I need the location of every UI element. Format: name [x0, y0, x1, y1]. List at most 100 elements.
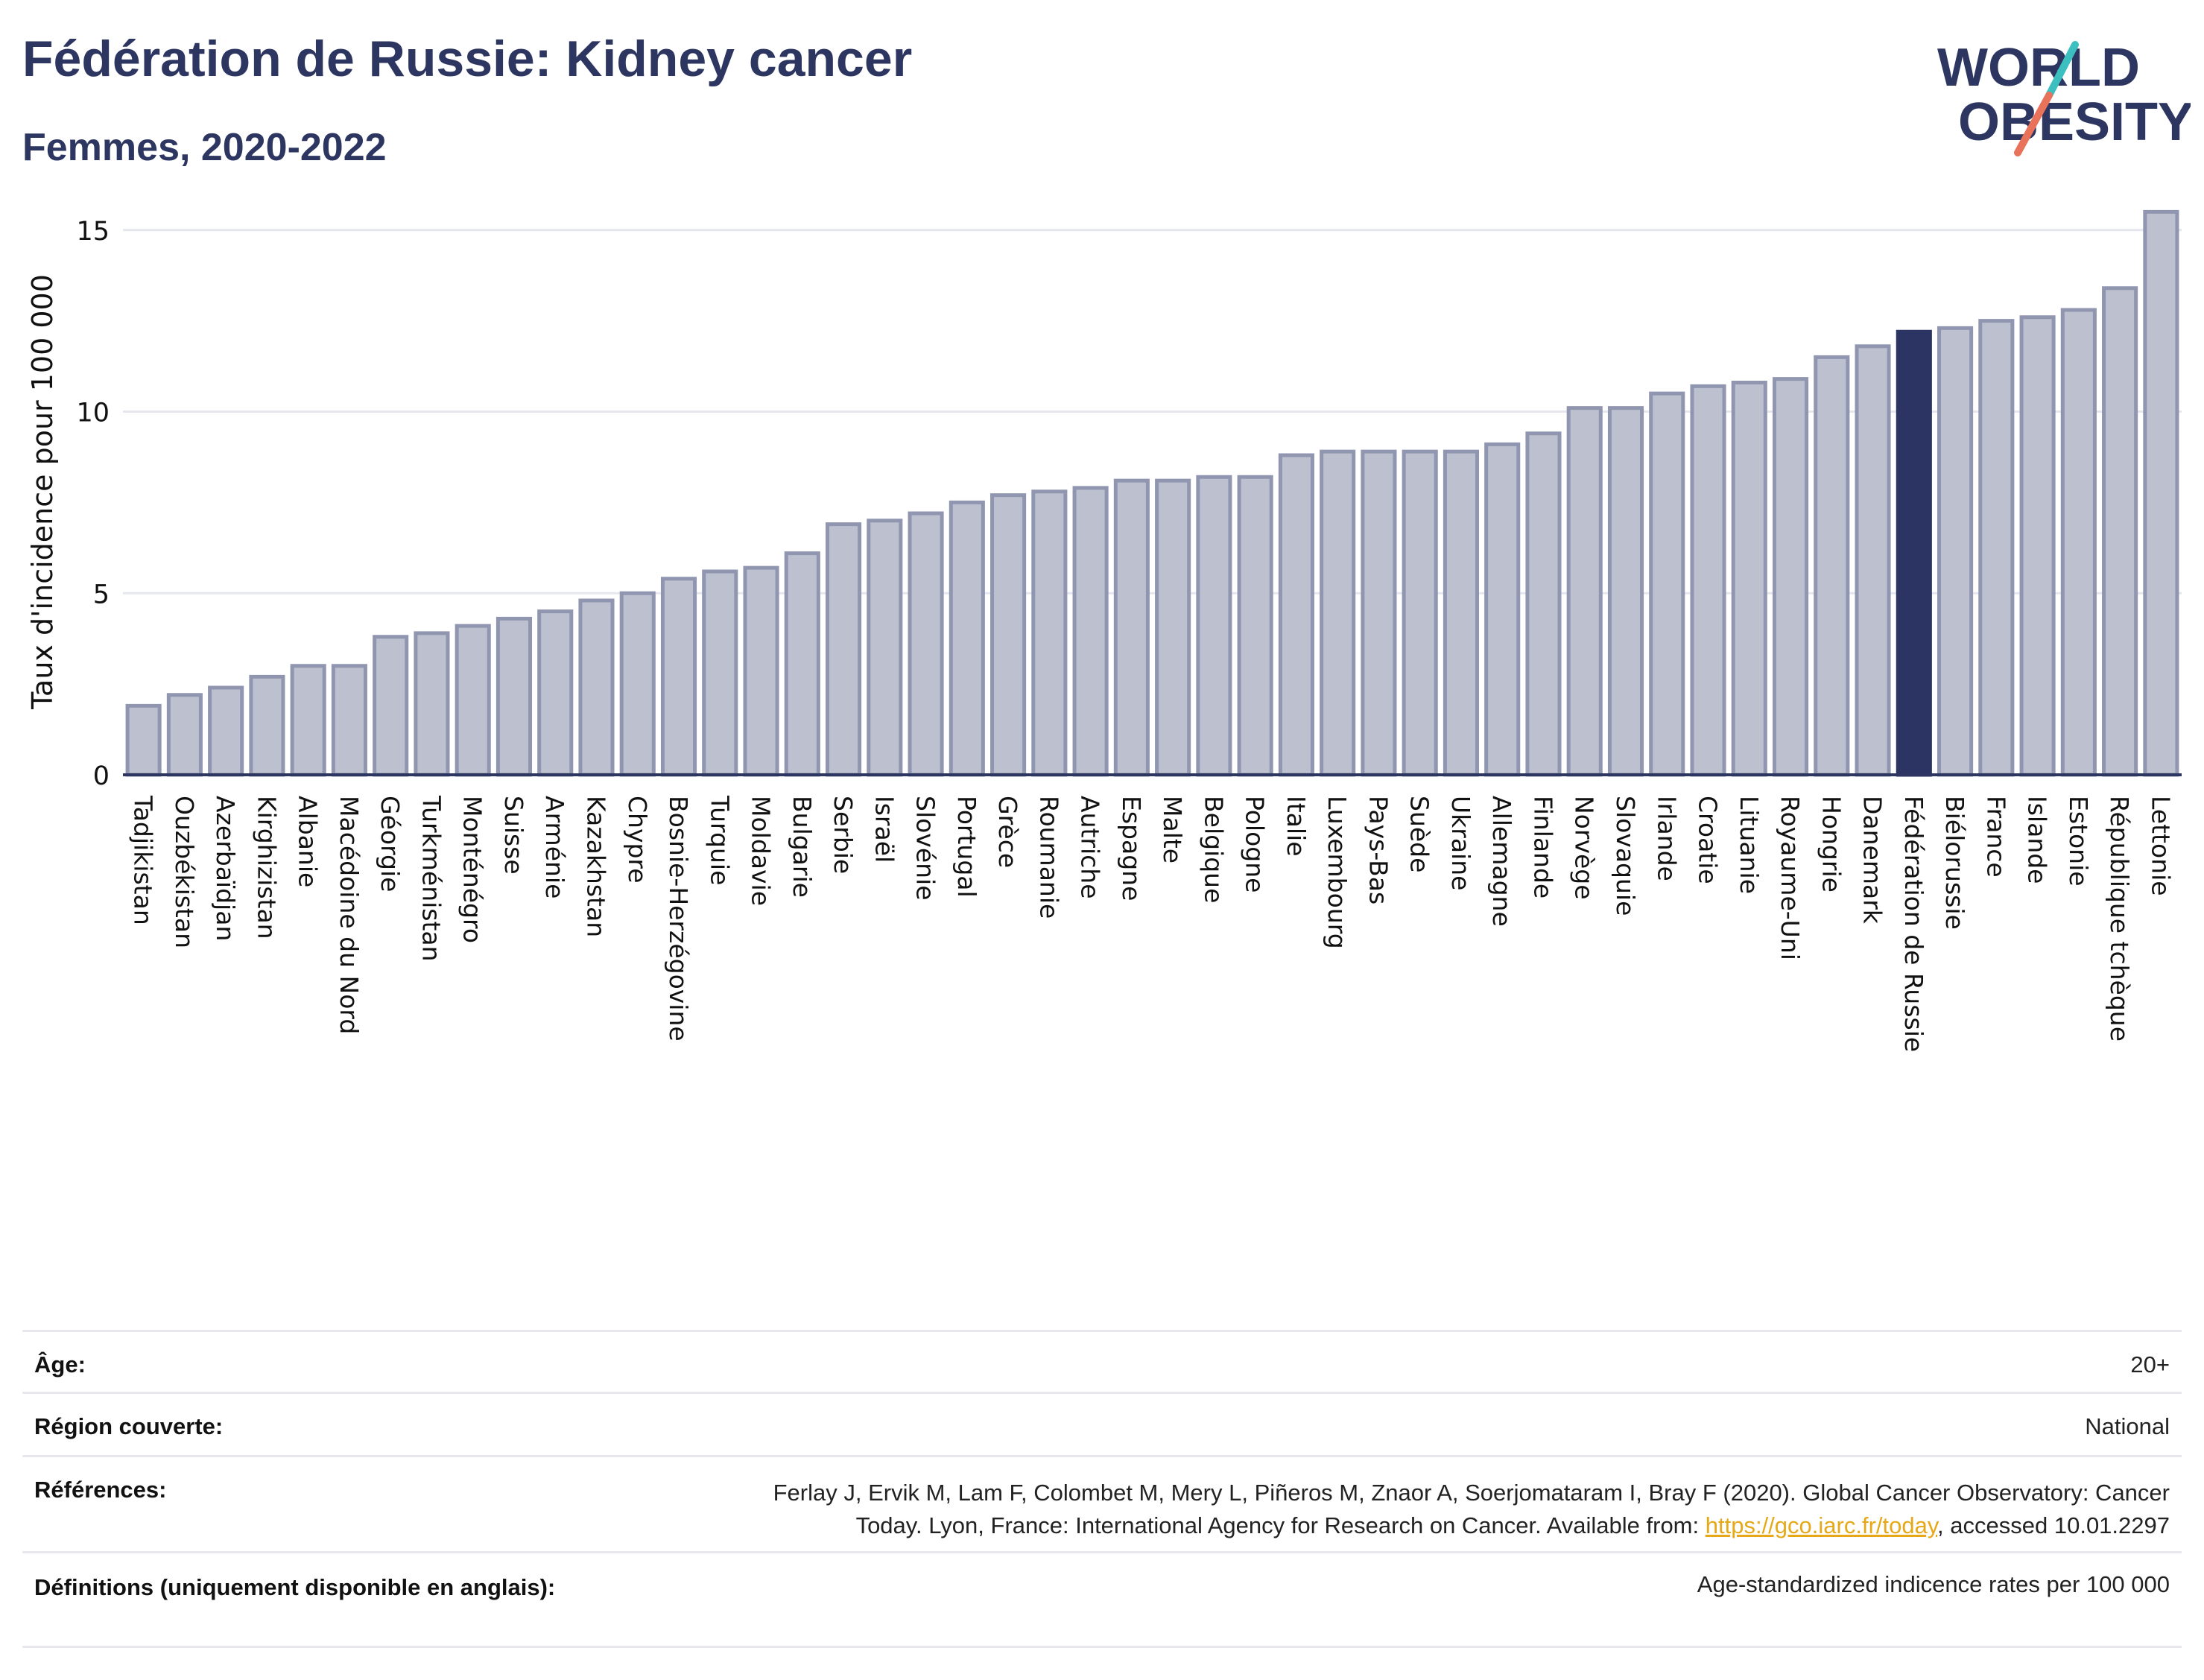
- bar: [1772, 377, 1809, 777]
- x-tick-label: Arménie: [540, 796, 569, 898]
- bar: [1320, 449, 1356, 777]
- y-tick-label: 0: [93, 761, 110, 791]
- references-line-2-post: , accessed 10.01.2297: [1937, 1512, 2170, 1538]
- world-obesity-logo: WORLD OBESITY: [1937, 38, 2191, 156]
- x-tick-label: Hongrie: [1817, 796, 1846, 893]
- meta-label-region: Région couverte:: [34, 1413, 224, 1439]
- bar: [949, 500, 985, 777]
- meta-row-definitions: Définitions (uniquement disponible en an…: [22, 1551, 2182, 1648]
- x-tick-label: Roumanie: [1034, 796, 1063, 919]
- x-tick-label: Grèce: [993, 796, 1022, 868]
- y-tick-labels: 0 5 10 15: [76, 217, 110, 791]
- bar: [455, 624, 491, 777]
- bar: [784, 551, 820, 777]
- bar: [1196, 475, 1232, 777]
- chart-subtitle: Femmes, 2020-2022: [22, 126, 387, 169]
- bar: [414, 631, 450, 777]
- x-tick-label: Irlande: [1652, 796, 1681, 881]
- y-axis-label: Taux d'incidence pour 100 000: [26, 274, 59, 710]
- metadata-table: Âge: 20+ Région couverte: National Référ…: [22, 1330, 2182, 1648]
- x-tick-label: Ouzbékistan: [170, 796, 199, 948]
- meta-label-references: Références:: [34, 1477, 167, 1503]
- bar: [495, 616, 533, 777]
- bar: [1278, 453, 1314, 777]
- references-line-2: Today. Lyon, France: International Agenc…: [773, 1509, 2170, 1542]
- bar: [373, 635, 409, 777]
- x-tick-label: Slovaquie: [1611, 796, 1640, 916]
- x-tick-label: Slovénie: [911, 796, 940, 901]
- bar: [1237, 475, 1273, 777]
- bar: [1855, 344, 1891, 777]
- x-tick-label: Belgique: [1199, 796, 1228, 903]
- bar: [1402, 449, 1438, 777]
- x-tick-label: Espagne: [1117, 796, 1146, 901]
- references-link[interactable]: https://gco.iarc.fr/today: [1705, 1512, 1938, 1538]
- x-tick-label: Italie: [1282, 796, 1311, 857]
- meta-label-definitions: Définitions (uniquement disponible en an…: [34, 1574, 556, 1600]
- bar: [1443, 449, 1480, 777]
- bar: [908, 511, 944, 777]
- x-tick-label: Kirghizistan: [252, 796, 281, 939]
- meta-value-region: National: [2085, 1413, 2170, 1439]
- bar: [1113, 478, 1150, 777]
- y-tick-label: 5: [93, 580, 110, 609]
- bar: [1031, 489, 1068, 777]
- bar-highlight: [1896, 329, 1932, 777]
- bar: [1690, 384, 1726, 777]
- x-tick-label: Autriche: [1076, 796, 1105, 899]
- x-tick-label: Kazakhstan: [581, 796, 610, 937]
- bar: [1484, 442, 1521, 777]
- bar-chart: 0 5 10 15 Tadjikistan Ouzbékistan Azerbaïdjan…: [26, 209, 2182, 1052]
- logo-slash-coral: [2014, 92, 2053, 156]
- bar: [619, 591, 656, 777]
- x-tick-label: Albanie: [294, 796, 323, 887]
- bar: [290, 664, 326, 777]
- x-tick-label: Allemagne: [1487, 796, 1516, 927]
- x-tick-label: Géorgie: [376, 796, 405, 892]
- bar: [2102, 286, 2138, 777]
- x-tick-label: Israël: [870, 796, 899, 863]
- bar: [2060, 308, 2097, 777]
- x-tick-label: Moldavie: [747, 796, 776, 906]
- meta-value-age: 20+: [2130, 1351, 2170, 1378]
- x-tick-label: Finlande: [1528, 796, 1557, 898]
- y-tick-label: 15: [76, 217, 110, 247]
- meta-row-region: Région couverte: National: [22, 1392, 2182, 1455]
- bar: [1937, 326, 1974, 777]
- bar: [2143, 209, 2179, 777]
- references-line-2-pre: Today. Lyon, France: International Agenc…: [855, 1512, 1706, 1538]
- x-tick-label: Portugal: [952, 796, 981, 898]
- logo-word-world: WORLD: [1937, 38, 2140, 98]
- bar: [125, 703, 162, 777]
- meta-row-references: Références: Ferlay J, Ervik M, Lam F, Co…: [22, 1455, 2182, 1551]
- x-tick-label: Lituanie: [1735, 796, 1764, 894]
- x-tick-label: Croatie: [1694, 796, 1723, 884]
- bar: [743, 565, 779, 777]
- x-tick-label: Bulgarie: [788, 796, 817, 898]
- bar: [1155, 478, 1191, 777]
- x-tick-label: Serbie: [829, 796, 858, 874]
- x-tick-label: Royaume-Uni: [1776, 796, 1805, 960]
- meta-value-references: Ferlay J, Ervik M, Lam F, Colombet M, Me…: [773, 1477, 2170, 1542]
- meta-row-age: Âge: 20+: [22, 1330, 2182, 1392]
- bar: [1649, 391, 1685, 777]
- bar: [537, 609, 574, 777]
- x-tick-label: Estonie: [2064, 796, 2093, 887]
- x-tick-label: Biélorussie: [1940, 796, 1969, 930]
- bar: [578, 598, 615, 777]
- bar: [1978, 319, 2015, 777]
- x-tick-label: Tadjikistan: [129, 795, 158, 925]
- x-tick-label: Bosnie-Herzégovine: [664, 796, 693, 1042]
- bar: [1072, 486, 1109, 777]
- y-tick-label: 10: [76, 399, 110, 428]
- x-tick-label: Lettonie: [2146, 796, 2175, 896]
- x-tick-label: Malte: [1158, 796, 1187, 863]
- bar: [331, 664, 367, 777]
- bar: [249, 674, 285, 777]
- x-tick-label: Turquie: [705, 795, 734, 885]
- logo-word-obesity: OBESITY: [1958, 92, 2191, 152]
- x-tick-label: Suède: [1405, 796, 1434, 872]
- x-tick-label: France: [1981, 796, 2010, 878]
- x-tick-label: Danemark: [1858, 796, 1887, 925]
- meta-value-definitions: Age-standardized indicence rates per 100…: [1697, 1571, 2170, 1597]
